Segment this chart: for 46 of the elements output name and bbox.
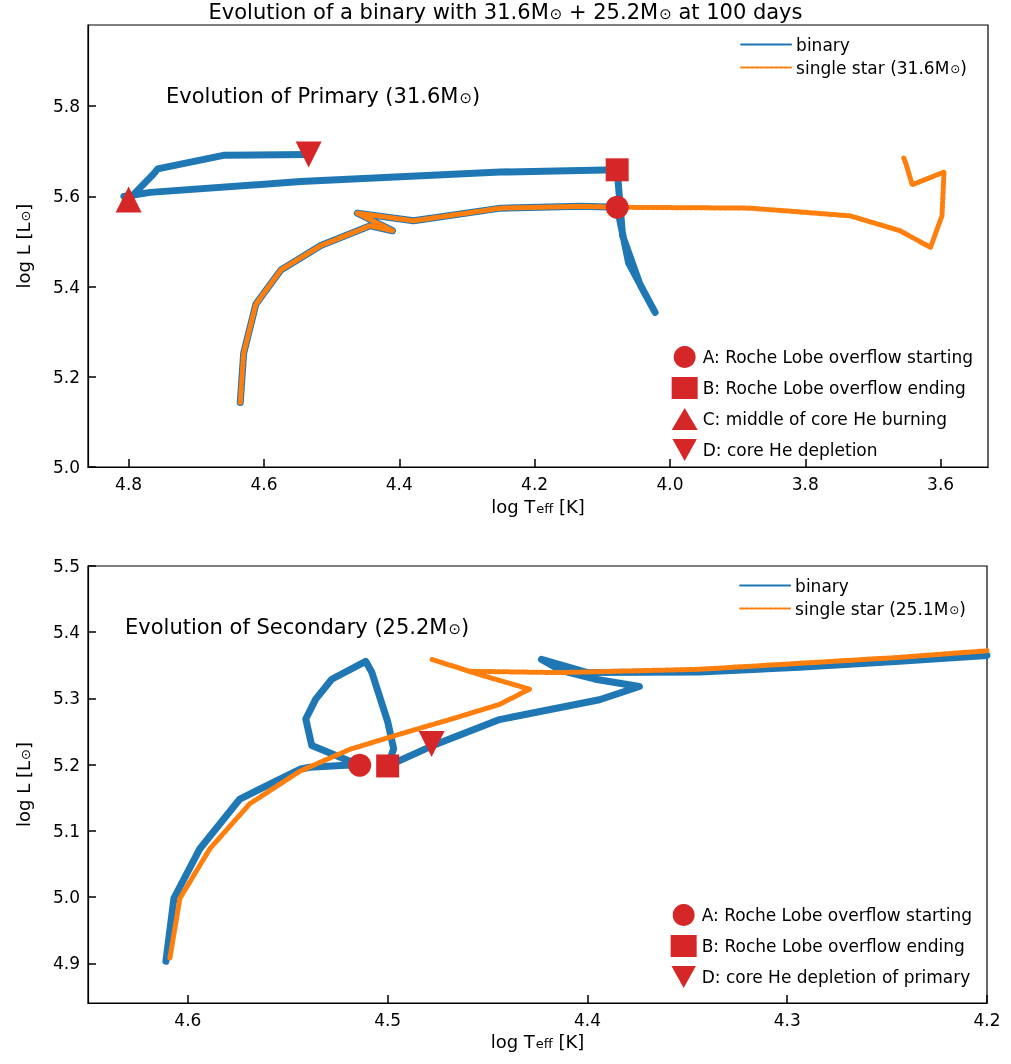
annotation: Evolution of Primary (31.6M⊙)	[166, 83, 481, 108]
y-tick-label: 5.4	[52, 276, 80, 297]
legend-label: single star (25.1M⊙)	[795, 598, 967, 619]
x-tick-label: 4.4	[385, 473, 413, 494]
y-tick-label: 5.0	[52, 457, 80, 478]
x-tick-label: 4.8	[115, 473, 143, 494]
legend-label: single star (31.6M⊙)	[796, 57, 968, 78]
x-axis-title: log Teff [K]	[490, 1031, 585, 1053]
y-tick-label: 5.2	[52, 366, 80, 387]
legend-label: A: Roche Lobe overflow starting	[701, 905, 973, 925]
y-axis-title: log L [L⊙]	[12, 203, 34, 289]
x-tick-label: 4.5	[374, 1009, 402, 1030]
point	[295, 141, 322, 168]
x-tick-label: 4.2	[521, 473, 549, 494]
point	[605, 158, 629, 182]
legend-label: binary	[796, 34, 850, 55]
chart-title: Evolution of a binary with 31.6M⊙ + 25.2M⊙ at 100 days	[208, 0, 803, 24]
point	[605, 195, 629, 219]
x-tick-label: 3.8	[791, 473, 819, 494]
legend-label: B: Roche Lobe overflow ending	[701, 936, 965, 956]
annotation: Evolution of Secondary (25.2M⊙)	[125, 614, 470, 639]
y-tick-label: 4.9	[52, 953, 80, 974]
x-tick-label: 4.0	[656, 473, 684, 494]
x-tick-label: 4.6	[250, 473, 278, 494]
y-axis-title: log L [L⊙]	[12, 742, 34, 827]
legend-label: binary	[795, 575, 849, 596]
x-axis-title: log Teff [K]	[491, 495, 585, 517]
y-tick-label: 5.0	[52, 887, 80, 908]
legend-label: D: core He depletion of primary	[701, 967, 971, 987]
legend-label: B: Roche Lobe overflow ending	[702, 378, 966, 398]
y-tick-label: 5.8	[52, 96, 80, 117]
x-tick-label: 4.4	[573, 1009, 601, 1030]
y-tick-label: 5.5	[52, 556, 80, 576]
x-tick-label: 4.6	[174, 1009, 202, 1030]
y-tick-label: 5.1	[52, 820, 80, 841]
x-tick-label: 4.3	[773, 1009, 801, 1030]
y-tick-label: 5.3	[52, 688, 80, 709]
point	[115, 186, 142, 213]
x-tick-label: 3.6	[927, 473, 955, 494]
legend-label: A: Roche Lobe overflow starting	[702, 347, 974, 367]
y-tick-label: 5.4	[52, 622, 80, 643]
x-tick-label: 4.2	[973, 1009, 1001, 1030]
y-tick-label: 5.2	[52, 754, 80, 775]
legend-label: D: core He depletion	[702, 440, 878, 460]
legend-label: C: middle of core He burning	[702, 409, 948, 429]
y-tick-label: 5.6	[52, 186, 80, 207]
